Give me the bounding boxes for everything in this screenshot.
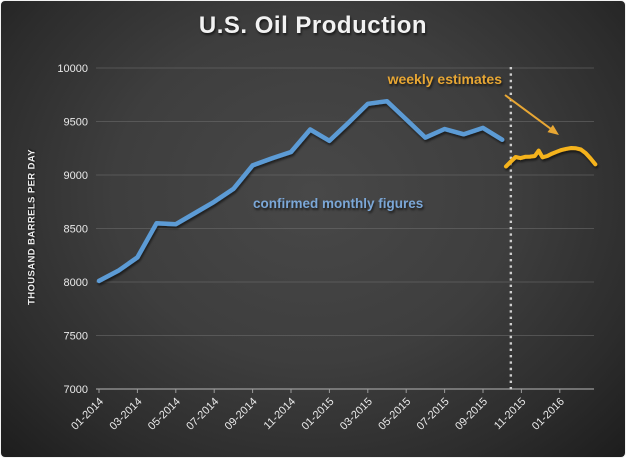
x-tick-label: 05-2015 <box>376 396 413 433</box>
y-tick-label: 8500 <box>64 224 88 236</box>
x-axis-tick-labels: 01-2014 03-2014 05-2014 07-2014 09-2014 11-20… <box>69 396 567 433</box>
weekly-series-line <box>504 146 598 169</box>
y-tick-label: 9500 <box>64 117 88 129</box>
x-axis <box>96 388 594 393</box>
x-tick-label: 01-2014 <box>69 396 106 433</box>
chart-title: U.S. Oil Production <box>198 12 428 39</box>
y-tick-label: 8000 <box>64 277 88 289</box>
x-tick-label: 07-2015 <box>415 396 452 433</box>
x-tick-label: 11-2014 <box>262 396 298 432</box>
arrow-head <box>547 124 559 135</box>
x-tick-label: 03-2015 <box>338 396 375 433</box>
monthly-series-line <box>96 98 505 284</box>
x-tick-label: 09-2014 <box>223 396 260 433</box>
arrow-shaft <box>504 94 552 130</box>
y-tick-label: 10000 <box>57 63 88 75</box>
annotation-arrow <box>504 94 559 135</box>
x-tick-label: 05-2014 <box>146 396 183 433</box>
monthly-series-label: confirmed monthly figures <box>253 196 424 211</box>
y-tick-label: 7000 <box>64 384 88 396</box>
y-tick-label: 7500 <box>64 331 88 343</box>
x-tick-label: 09-2015 <box>453 396 490 433</box>
x-tick-label: 01-2016 <box>530 396 567 433</box>
weekly-series-label: weekly estimates <box>387 71 502 87</box>
x-tick-label: 01-2015 <box>299 396 336 433</box>
y-axis-tick-labels: 7000 7500 8000 8500 9000 9500 10000 <box>57 63 88 396</box>
x-tick-label: 11-2015 <box>492 396 528 432</box>
x-tick-label: 07-2014 <box>184 396 221 433</box>
y-tick-label: 9000 <box>64 170 88 182</box>
data-series <box>96 98 598 284</box>
x-tick-label: 03-2014 <box>107 396 144 433</box>
